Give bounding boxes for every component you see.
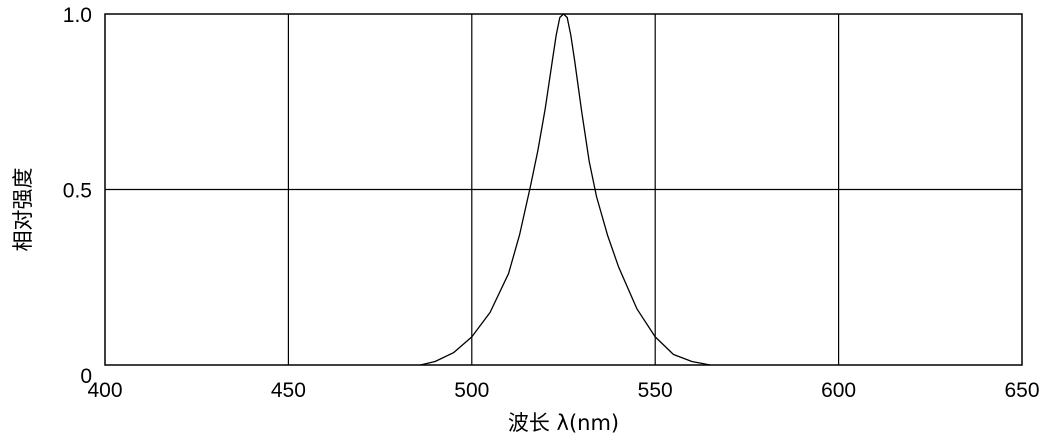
grid-lines <box>105 14 1022 365</box>
y-axis-title: 相对强度 <box>11 168 35 252</box>
spectrum-curve <box>420 13 711 366</box>
x-tick-label-600: 600 <box>821 379 856 402</box>
series-layer <box>420 13 711 366</box>
y-tick-label-1: 0.5 <box>63 180 92 203</box>
x-tick-label-400: 400 <box>87 379 122 402</box>
x-axis-title: 波长 λ(nm) <box>508 411 619 435</box>
x-tick-labels: 400 450 500 550 600 650 <box>87 379 1039 402</box>
x-tick-label-550: 550 <box>638 379 673 402</box>
y-tick-labels: 0 0.5 1.0 <box>63 4 92 388</box>
x-tick-label-500: 500 <box>454 379 489 402</box>
y-tick-label-2: 1.0 <box>63 4 92 27</box>
x-tick-label-450: 450 <box>271 379 306 402</box>
x-tick-label-650: 650 <box>1004 379 1039 402</box>
y-tick-label-0: 0 <box>80 365 92 388</box>
